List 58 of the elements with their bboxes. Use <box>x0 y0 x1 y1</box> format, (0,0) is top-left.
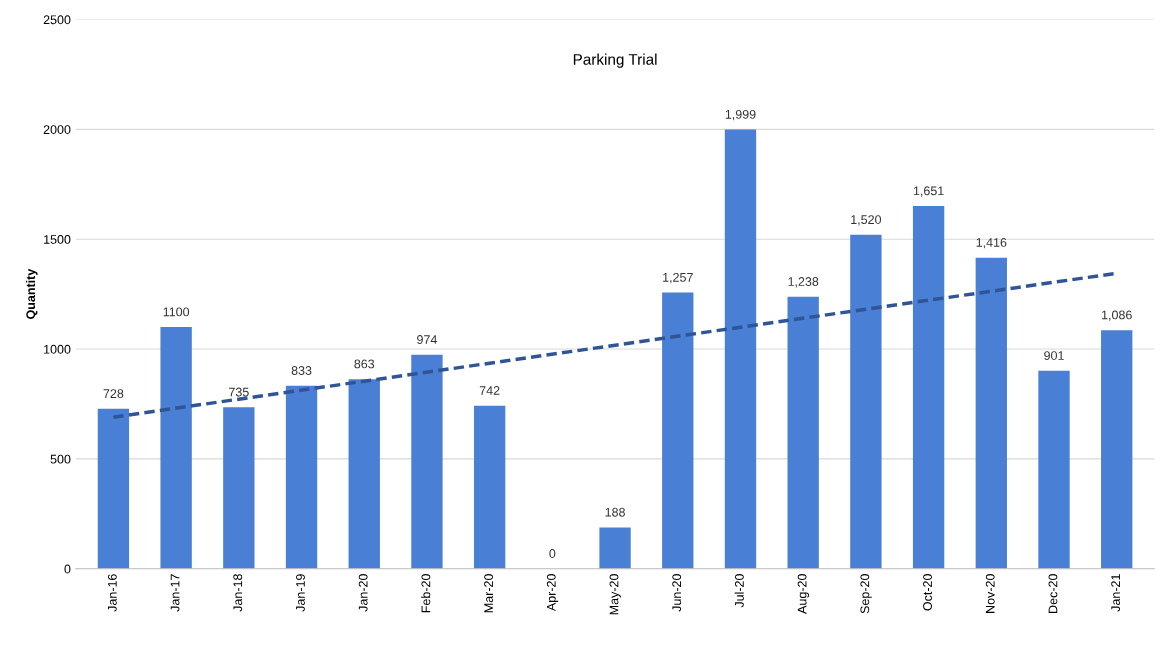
bar <box>348 379 380 569</box>
bar <box>285 385 318 569</box>
data-label: 1,651 <box>913 186 944 197</box>
x-tick-label: Mar-20 <box>484 574 494 613</box>
x-tick-label: Jan-17 <box>170 574 180 612</box>
y-tick-label: 1000 <box>44 344 71 354</box>
data-label: 735 <box>229 387 249 397</box>
data-label: 863 <box>354 359 375 369</box>
x-tick-label: Jan-20 <box>358 574 368 612</box>
x-tick-label: Aug-20 <box>797 574 810 614</box>
x-tick-label: Oct-20 <box>923 574 932 611</box>
y-tick-label: 2000 <box>43 125 71 134</box>
data-label: 188 <box>605 507 625 517</box>
y-tick-label: 0 <box>64 564 71 574</box>
data-label: 901 <box>1044 351 1064 360</box>
x-tick-label: Apr-20 <box>546 574 559 612</box>
bar <box>160 327 192 569</box>
data-label: 1,086 <box>1102 310 1132 321</box>
x-tick-label: May-20 <box>609 574 621 615</box>
x-tick-label: Sep-20 <box>860 574 872 614</box>
bar <box>787 296 819 569</box>
data-label: 1,257 <box>663 272 693 284</box>
x-tick-label: Jan-16 <box>107 574 117 612</box>
bar <box>411 354 443 569</box>
bar <box>662 292 694 569</box>
bar <box>850 234 882 569</box>
x-tick-label: Jan-19 <box>296 574 305 612</box>
y-axis-title: Quantity <box>25 268 38 319</box>
bar <box>912 206 945 569</box>
x-tick-label: Jun-20 <box>672 574 682 612</box>
x-tick-label: Feb-20 <box>421 574 431 613</box>
data-label: 728 <box>103 389 124 398</box>
bar <box>975 257 1007 569</box>
bar <box>1101 330 1133 569</box>
data-label: 1,520 <box>851 215 882 226</box>
x-tick-label: Nov-20 <box>985 574 995 613</box>
bar <box>223 407 255 569</box>
bar <box>1038 370 1070 569</box>
x-tick-label: Jan-21 <box>1111 574 1121 612</box>
x-tick-label: Dec-20 <box>1048 574 1058 613</box>
bar <box>599 527 631 569</box>
y-tick-label: 1500 <box>44 235 71 244</box>
x-tick-label: Jan-18 <box>233 574 243 612</box>
data-label: 1100 <box>163 307 190 317</box>
bar <box>724 129 757 569</box>
data-label: 1,238 <box>788 277 819 288</box>
x-tick-label: Jul-20 <box>734 574 744 608</box>
y-tick-label: 2500 <box>43 15 71 25</box>
data-label: 1,999 <box>725 109 756 121</box>
data-label: 833 <box>291 366 312 375</box>
data-label: 1,416 <box>976 238 1007 249</box>
data-label: 0 <box>549 549 556 558</box>
text: Parking Trial <box>573 53 657 68</box>
bar <box>473 405 506 569</box>
bar <box>97 408 130 569</box>
data-label: 974 <box>417 335 438 344</box>
data-label: 742 <box>479 386 500 395</box>
y-tick-label: 500 <box>50 454 71 464</box>
